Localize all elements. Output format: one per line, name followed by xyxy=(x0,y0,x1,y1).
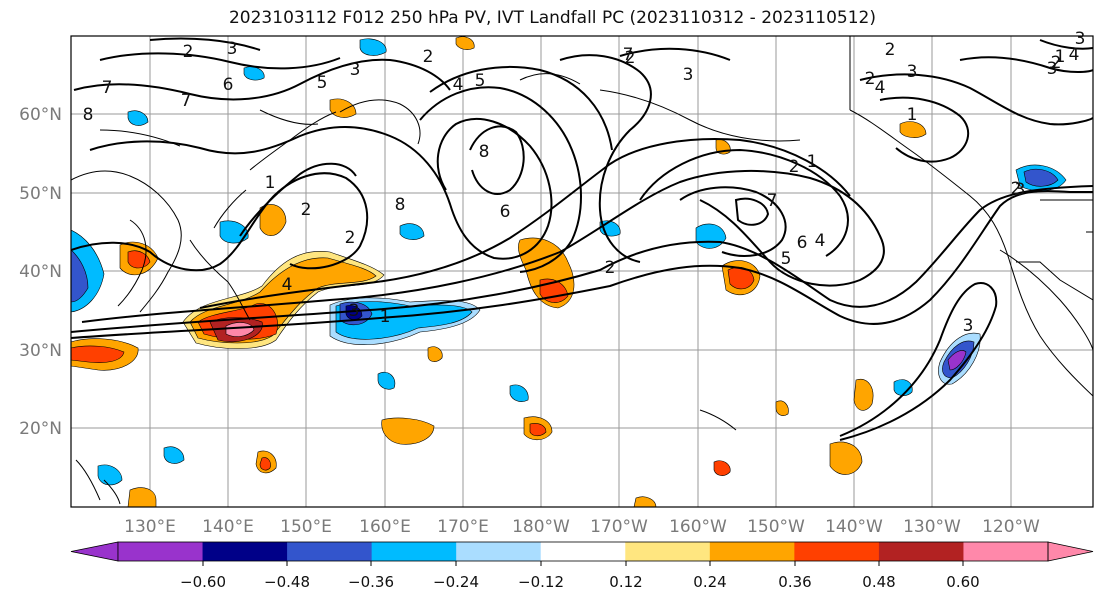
colorbar-bin xyxy=(456,542,542,561)
colorbar-tick-label: 0.12 xyxy=(609,573,642,591)
contour-label: 1 xyxy=(380,307,391,327)
contour-label: 7 xyxy=(181,91,192,111)
colorbar-bin xyxy=(709,542,795,561)
contour-label: 4 xyxy=(875,78,886,98)
lat-label: 30°N xyxy=(19,341,62,361)
colorbar-frame xyxy=(117,541,1049,562)
contour-label: 2 xyxy=(885,40,896,60)
contour-label: 1 xyxy=(907,105,918,125)
coastlines xyxy=(71,73,1093,505)
contour-label: 3 xyxy=(963,316,974,336)
contour-label: 2 xyxy=(301,200,312,220)
lon-label: 140°W xyxy=(825,517,883,537)
colorbar-bin xyxy=(794,542,880,561)
lon-label: 130°W xyxy=(903,517,961,537)
colorbar-tick-label: 0.36 xyxy=(778,573,811,591)
contour-label: 5 xyxy=(475,71,486,91)
contour-label: 2 xyxy=(1051,53,1062,73)
contour-label: 2 xyxy=(865,69,876,89)
colorbar-tick-label: 0.24 xyxy=(693,573,726,591)
contour-label: 2 xyxy=(183,42,194,62)
contour-label: 4 xyxy=(453,75,464,95)
lon-label: 160°W xyxy=(669,517,727,537)
contour-label: 3 xyxy=(349,301,360,321)
lon-label: 140°E xyxy=(202,517,254,537)
lon-label: 180°W xyxy=(512,517,570,537)
colorbar-bin xyxy=(287,542,373,561)
colorbar-bin xyxy=(202,542,288,561)
colorbar-tick-label: 0.60 xyxy=(946,573,979,591)
lon-label: 170°E xyxy=(437,517,489,537)
contour-label: 1 xyxy=(807,152,818,172)
contour-label: 8 xyxy=(83,105,94,125)
lon-label: 160°E xyxy=(359,517,411,537)
lon-label: 130°E xyxy=(124,517,176,537)
colorbar-bin xyxy=(963,542,1049,561)
contour-label: 6 xyxy=(797,233,808,253)
colorbar-extend-low xyxy=(70,541,119,562)
contour-label: 2 xyxy=(625,48,636,68)
ivt-contours xyxy=(71,37,1093,441)
contour-label: 4 xyxy=(815,231,826,251)
contour-label: 7 xyxy=(767,191,778,211)
map-frame xyxy=(70,35,1094,508)
contour-label: 2 xyxy=(423,47,434,67)
contour-label: 5 xyxy=(781,249,792,269)
contour-label: 3 xyxy=(683,65,694,85)
colorbar-bin xyxy=(625,542,711,561)
contour-label: 1 xyxy=(265,173,276,193)
contour-label: 2 xyxy=(1011,179,1022,199)
colorbar-tick-label: 0.48 xyxy=(862,573,895,591)
colorbar-bin xyxy=(371,542,457,561)
contour-label: 3 xyxy=(907,62,918,82)
contour-label: 6 xyxy=(223,75,234,95)
contour-label: 1 xyxy=(1055,47,1066,67)
lat-label: 40°N xyxy=(19,262,62,282)
lon-label: 150°W xyxy=(747,517,805,537)
contour-label: 5 xyxy=(317,73,328,93)
contour-label: 4 xyxy=(1069,45,1080,65)
contour-label: 3 xyxy=(1075,29,1086,49)
contour-label: 7 xyxy=(623,45,634,65)
contour-label: 3 xyxy=(350,60,361,80)
lat-label: 50°N xyxy=(19,184,62,204)
lat-label: 60°N xyxy=(19,105,62,125)
contour-label: 3 xyxy=(1015,180,1026,200)
contour-label: 2 xyxy=(605,258,616,278)
contour-label: 6 xyxy=(500,202,511,222)
colorbar-ticks: −0.60 −0.48 −0.36 −0.24 −0.12 0.12 0.24 0.36 0.4… xyxy=(180,561,980,591)
lat-label: 20°N xyxy=(19,419,62,439)
colorbar-extend-high xyxy=(1047,541,1094,562)
colorbar-tick-label: −0.12 xyxy=(518,573,564,591)
borders xyxy=(849,36,1093,301)
colorbar-bin xyxy=(878,542,964,561)
colorbar-tick-label: −0.48 xyxy=(264,573,310,591)
contour-label: 2 xyxy=(789,157,800,177)
contour-label: 8 xyxy=(395,195,406,215)
lon-label: 170°W xyxy=(590,517,648,537)
colorbar-tick-label: −0.36 xyxy=(348,573,394,591)
contour-label: 4 xyxy=(282,275,293,295)
colorbar-tick-label: −0.24 xyxy=(433,573,479,591)
lon-label: 120°W xyxy=(982,517,1040,537)
contour-label: 7 xyxy=(102,78,113,98)
pv-shading xyxy=(71,36,1067,507)
colorbar-tick-label: −0.60 xyxy=(180,573,226,591)
lon-label: 150°E xyxy=(280,517,332,537)
contour-label: 2 xyxy=(345,228,356,248)
map-title: 2023103112 F012 250 hPa PV, IVT Landfall… xyxy=(228,8,876,28)
contour-label: 3 xyxy=(227,39,238,59)
contour-label: 3 xyxy=(1047,59,1058,79)
contour-label: 8 xyxy=(479,142,490,162)
colorbar-bin xyxy=(118,542,204,561)
colorbar xyxy=(70,541,1094,562)
colorbar-bin xyxy=(540,542,626,561)
